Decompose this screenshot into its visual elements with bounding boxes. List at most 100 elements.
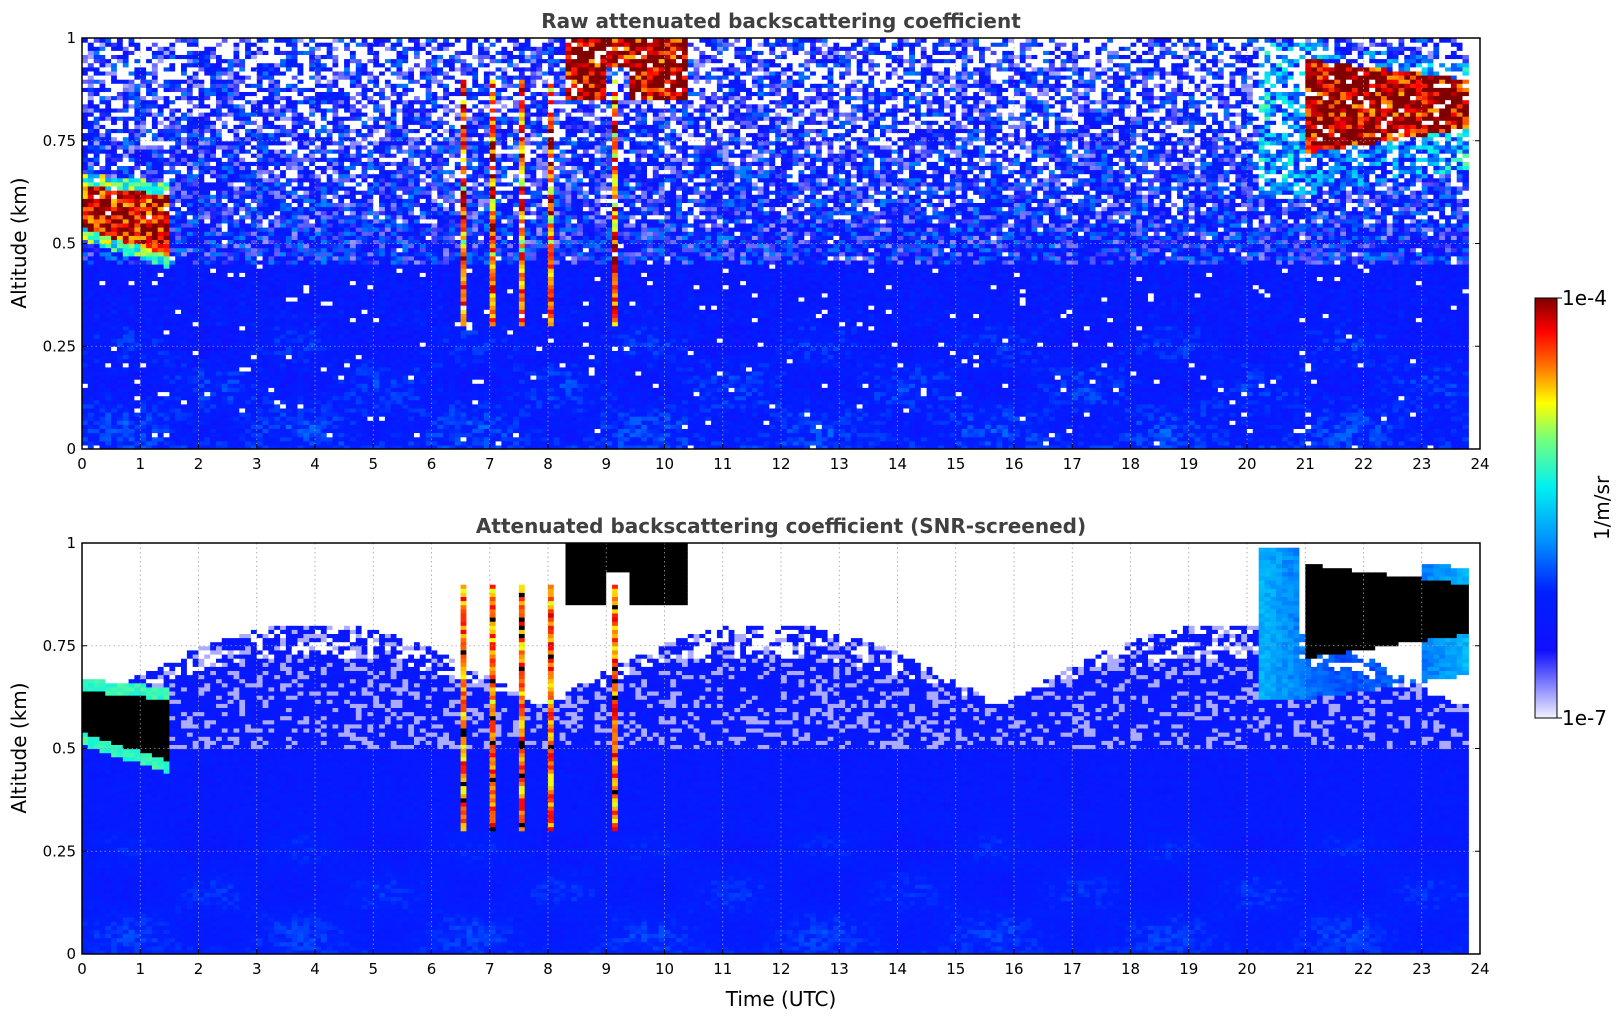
heatmap-cell — [355, 70, 363, 76]
heatmap-cell — [297, 198, 304, 203]
heatmap-cell — [268, 42, 275, 47]
heatmap-cell — [285, 206, 293, 212]
heatmap-cell — [122, 231, 130, 236]
heatmap-cell — [262, 140, 269, 146]
heatmap-cell — [157, 342, 165, 347]
heatmap-cell — [169, 333, 176, 339]
heatmap-cell — [344, 116, 351, 121]
heatmap-cell — [151, 235, 159, 240]
heatmap-cell — [262, 243, 269, 249]
heatmap-cell — [122, 62, 130, 68]
heatmap-cell — [355, 342, 363, 347]
heatmap-cell — [175, 420, 182, 425]
heatmap-cell — [210, 239, 217, 245]
heatmap-cell — [268, 79, 275, 84]
heatmap-cell — [332, 231, 339, 236]
heatmap-cell — [169, 428, 176, 434]
heatmap-cell — [274, 194, 281, 199]
heatmap-cell — [227, 264, 234, 269]
heatmap-cell — [367, 407, 374, 413]
heatmap-cell — [367, 268, 374, 273]
heatmap-cell — [233, 346, 240, 351]
heatmap-cell — [297, 79, 304, 84]
heatmap-cell — [111, 62, 118, 68]
heatmap-cell — [175, 350, 182, 356]
heatmap-cell — [82, 296, 89, 302]
heatmap-cell — [87, 317, 95, 323]
heatmap-cell — [361, 136, 368, 142]
heatmap-cell — [105, 370, 112, 376]
heatmap-cell — [349, 370, 357, 376]
heatmap-cell — [204, 222, 211, 228]
heatmap-cell — [221, 227, 229, 232]
heatmap-cell — [210, 116, 217, 121]
heatmap-cell — [262, 177, 269, 183]
heatmap-cell — [361, 181, 368, 187]
heatmap-cell — [309, 313, 316, 319]
heatmap-cell — [157, 206, 165, 212]
heatmap-cell — [349, 75, 357, 80]
heatmap-cell — [227, 235, 234, 240]
heatmap-cell — [116, 268, 124, 273]
heatmap-cell — [326, 305, 334, 310]
heatmap-cell — [297, 112, 304, 117]
heatmap-cell — [116, 444, 124, 449]
heatmap-cell — [256, 276, 264, 282]
heatmap-cell — [157, 83, 165, 88]
heatmap-cell — [297, 288, 304, 294]
heatmap-cell — [344, 317, 351, 323]
heatmap-cell — [111, 358, 118, 364]
heatmap-cell — [192, 75, 200, 80]
heatmap-cell — [122, 153, 130, 158]
heatmap-cell — [274, 375, 281, 380]
heatmap-cell — [285, 70, 293, 76]
heatmap-cell — [297, 329, 304, 335]
heatmap-cell — [250, 428, 258, 434]
heatmap-cell — [250, 354, 258, 360]
heatmap-cell — [192, 313, 200, 319]
heatmap-cell — [116, 70, 124, 76]
heatmap-cell — [157, 329, 165, 335]
heatmap-cell — [268, 231, 275, 236]
heatmap-cell — [315, 169, 322, 175]
heatmap-cell — [239, 317, 246, 323]
heatmap-cell — [175, 444, 182, 449]
heatmap-cell — [256, 391, 264, 397]
heatmap-cell — [233, 247, 240, 253]
heatmap-cell — [151, 342, 159, 347]
heatmap-cell — [361, 255, 368, 261]
heatmap-cell — [221, 169, 229, 175]
heatmap-cell — [320, 173, 328, 179]
heatmap-cell — [349, 144, 357, 150]
heatmap-cell — [204, 112, 211, 117]
heatmap-cell — [122, 284, 130, 290]
heatmap-cell — [332, 375, 339, 380]
heatmap-cell — [221, 46, 229, 51]
heatmap-cell — [163, 87, 170, 92]
heatmap-cell — [315, 391, 322, 397]
heatmap-cell — [297, 259, 304, 265]
heatmap-cell — [239, 305, 246, 310]
heatmap-cell — [87, 194, 95, 199]
heatmap-cell — [245, 157, 252, 162]
heatmap-cell — [320, 112, 328, 117]
heatmap-cell — [157, 407, 165, 413]
heatmap-cell — [227, 338, 234, 343]
heatmap-cell — [186, 362, 194, 368]
heatmap-cell — [332, 112, 339, 117]
heatmap-cell — [320, 370, 328, 376]
heatmap-cell — [332, 103, 339, 109]
heatmap-cell — [268, 338, 275, 343]
heatmap-cell — [227, 190, 234, 195]
heatmap-cell — [221, 132, 229, 138]
heatmap-cell — [256, 153, 264, 158]
heatmap-cell — [332, 358, 339, 364]
heatmap-cell — [186, 375, 194, 380]
heatmap-cell — [216, 62, 223, 68]
heatmap-cell — [163, 268, 170, 273]
heatmap-cell — [134, 305, 141, 310]
heatmap-cell — [332, 46, 339, 51]
heatmap-cell — [233, 79, 240, 84]
heatmap-cell — [309, 140, 316, 146]
heatmap-cell — [250, 124, 258, 129]
